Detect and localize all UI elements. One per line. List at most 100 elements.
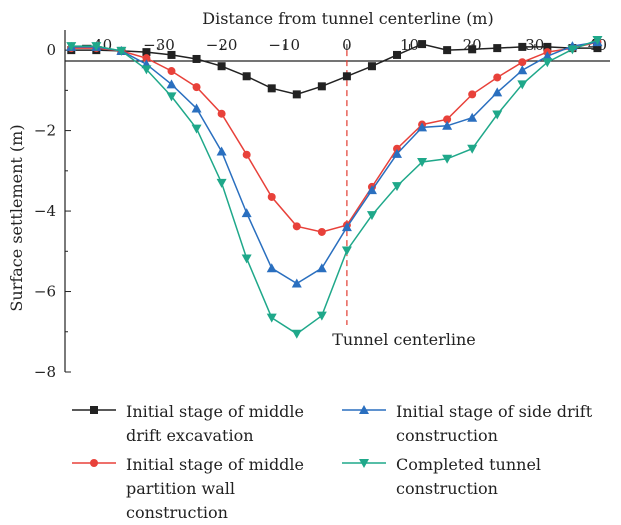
y-tick-label: −6 <box>34 283 56 301</box>
data-point <box>316 263 327 273</box>
data-point <box>341 246 352 256</box>
x-tick-label: 10 <box>400 36 419 54</box>
data-point <box>417 122 428 132</box>
data-point <box>467 144 478 154</box>
data-point <box>216 178 227 188</box>
legend-swatch-circle <box>72 459 116 467</box>
series-line <box>71 41 598 233</box>
data-point <box>267 84 276 93</box>
data-point <box>493 73 502 82</box>
data-point <box>292 90 301 99</box>
data-point <box>291 329 302 339</box>
data-point <box>192 54 201 63</box>
x-tick-label: −10 <box>268 36 300 54</box>
legend-swatch-triangle-down <box>342 459 386 468</box>
data-point <box>242 72 251 81</box>
settlement-chart: Distance from tunnel centerline (m) Surf… <box>7 9 610 381</box>
data-point <box>217 62 226 71</box>
data-point <box>241 254 252 264</box>
data-point <box>266 313 277 323</box>
data-point <box>292 222 301 231</box>
data-point <box>393 50 402 59</box>
data-point <box>592 36 603 46</box>
data-point <box>442 154 453 164</box>
x-tick-label: −20 <box>206 36 238 54</box>
data-point <box>467 112 478 122</box>
data-point <box>442 120 453 130</box>
data-point <box>392 182 403 192</box>
data-point <box>468 45 477 54</box>
series-line <box>71 43 598 96</box>
data-point <box>217 109 226 118</box>
data-point <box>342 72 351 81</box>
data-point <box>191 124 202 134</box>
data-point <box>141 65 152 75</box>
data-point <box>66 42 77 52</box>
data-point <box>418 40 427 49</box>
legend-label-line: Initial stage of middle <box>126 455 305 474</box>
legend-label-line: construction <box>396 479 498 498</box>
data-point <box>517 80 528 90</box>
data-point <box>518 42 527 51</box>
series-2 <box>66 37 603 288</box>
x-ticks: −40−30−20−10010203040 <box>80 36 607 54</box>
legend-label-line: Completed tunnel <box>396 455 542 474</box>
legend-label-line: construction <box>396 426 498 445</box>
series-line <box>71 41 598 285</box>
data-point <box>166 79 177 89</box>
x-tick-label: 0 <box>342 36 352 54</box>
y-tick-label: −8 <box>34 363 56 381</box>
x-tick-label: −30 <box>143 36 175 54</box>
data-point <box>216 146 227 156</box>
y-ticks: 0 −2 −4 −6 −8 <box>34 41 71 381</box>
data-point <box>392 148 403 158</box>
series-0 <box>67 40 602 99</box>
x-axis-title: Distance from tunnel centerline (m) <box>202 9 493 28</box>
data-point <box>492 87 503 97</box>
data-point <box>191 103 202 113</box>
legend-swatch-square <box>72 406 116 414</box>
data-point <box>142 54 151 63</box>
y-axis-title: Surface settlement (m) <box>7 124 26 311</box>
data-point <box>241 208 252 218</box>
data-point <box>493 44 502 53</box>
series-3 <box>66 36 603 339</box>
data-point <box>317 227 326 236</box>
data-point <box>142 48 151 57</box>
data-point <box>567 45 578 55</box>
data-point <box>417 157 428 167</box>
legend-label-line: partition wall <box>126 479 236 498</box>
data-point <box>542 51 553 61</box>
data-point <box>317 82 326 91</box>
legend-item-side-drift: Initial stage of side drift construction <box>340 400 592 448</box>
data-point <box>341 222 352 232</box>
data-point <box>266 263 277 273</box>
legend-label-line: Initial stage of side drift <box>396 402 593 421</box>
data-point <box>267 192 276 201</box>
data-point <box>492 110 503 120</box>
y-tick-label: 0 <box>46 41 56 59</box>
series-line <box>71 39 598 335</box>
data-point <box>192 83 201 92</box>
data-point <box>167 50 176 59</box>
x-tick-label: 30 <box>525 36 544 54</box>
data-point <box>367 62 376 71</box>
data-point <box>593 44 602 53</box>
data-point <box>517 65 528 75</box>
legend-item-middle-drift: Initial stage of middle drift excavation <box>70 400 304 448</box>
data-point <box>542 58 553 68</box>
series-layer <box>66 36 603 339</box>
data-point <box>116 46 127 56</box>
legend-swatch-triangle-up <box>342 405 386 414</box>
legend-label-line: drift excavation <box>126 426 254 445</box>
legend-label-line: construction <box>126 503 228 522</box>
y-tick-label: −4 <box>34 202 56 220</box>
data-point <box>468 90 477 99</box>
centerline-annotation: Tunnel centerline <box>332 330 476 349</box>
legend-item-partition-wall: Initial stage of middle partition wall c… <box>70 453 304 525</box>
data-point <box>167 67 176 76</box>
data-point <box>443 115 452 124</box>
data-point <box>366 185 377 195</box>
data-point <box>518 58 527 67</box>
data-point <box>443 46 452 55</box>
